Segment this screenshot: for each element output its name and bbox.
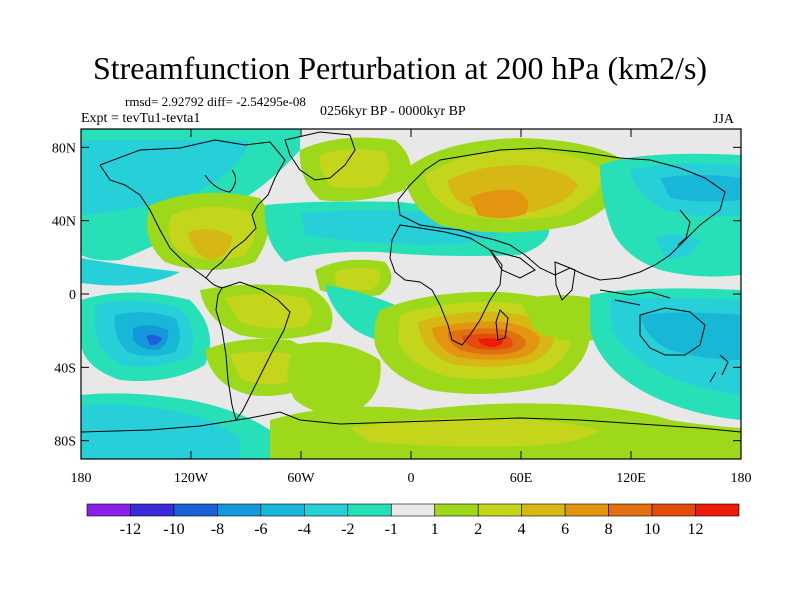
- coast-south-america: [215, 281, 291, 422]
- coast-india: [554, 261, 576, 301]
- colorbar-swatch: [304, 503, 349, 517]
- contour-japan-blob: [655, 234, 700, 259]
- contour-indoc-pos: [520, 295, 607, 342]
- contour-namerica-pos-3: [188, 229, 232, 260]
- coast-north-america: [99, 139, 286, 289]
- colorbar-label: 12: [688, 521, 704, 538]
- coast-africa: [389, 224, 503, 346]
- lon-tick-label: 60E: [510, 471, 533, 486]
- contour-trop-pos-2: [335, 267, 381, 291]
- coast-australia: [639, 307, 706, 356]
- coast-japan: [677, 209, 691, 246]
- contour-socean-neg-west-2: [81, 404, 240, 459]
- contour-spac-neg-5: [146, 334, 162, 345]
- stats-text: rmsd= 2.92792 diff= -2.54295e-08: [125, 94, 306, 109]
- contour-nw-strip: [81, 258, 180, 286]
- experiment-label: Expt = tevTu1-tevta1: [81, 111, 201, 126]
- contour-satl-pos: [287, 342, 381, 415]
- contour-eurasia-pos-4: [470, 189, 529, 219]
- contour-field: [81, 129, 741, 459]
- coast-greenland: [284, 131, 356, 181]
- contour-socean-pos-2: [350, 417, 600, 447]
- lon-tick-label: 120W: [174, 471, 209, 486]
- colorbar-swatch: [390, 503, 436, 517]
- chart-title: Streamfunction Perturbation at 200 hPa (…: [92, 50, 708, 86]
- colorbar-swatch: [564, 503, 609, 517]
- colorbar-label: -1: [385, 521, 398, 538]
- colorbar-swatch: [217, 503, 262, 517]
- coast-madagascar: [495, 309, 509, 341]
- lon-tick-label: 0: [408, 471, 415, 486]
- colorbar-swatch: [608, 503, 653, 517]
- colorbar-label: 4: [518, 521, 526, 538]
- contour-safr-pos-7: [478, 338, 503, 347]
- colorbar-label: -2: [341, 521, 354, 538]
- contour-npac-west-inner: [81, 140, 250, 215]
- contour-epac-pos-2: [225, 294, 312, 329]
- latitude-axis: 80N 40N 0 40S 80S: [52, 141, 741, 450]
- colorbar-swatch: [695, 503, 740, 517]
- colorbar-label: 8: [605, 521, 613, 538]
- colorbar-label: 10: [644, 521, 660, 538]
- lat-tick-label: 0: [69, 288, 76, 303]
- coast-europe-asia: [397, 147, 726, 281]
- contour-socean-east: [670, 420, 741, 459]
- colorbar-label: -6: [254, 521, 267, 538]
- lon-tick-label: 120E: [616, 471, 646, 486]
- colorbar-swatch: [434, 503, 479, 517]
- season-label: JJA: [713, 112, 735, 127]
- colorbar-label: 2: [474, 521, 482, 538]
- colorbar-swatch: [651, 503, 696, 517]
- colorbar-swatch: [260, 503, 305, 517]
- lat-tick-label: 40N: [52, 215, 76, 230]
- colorbar-label: 1: [431, 521, 439, 538]
- colorbar-label: -4: [298, 521, 311, 538]
- lat-tick-label: 40S: [54, 361, 76, 376]
- lon-tick-label: 60W: [287, 471, 315, 486]
- longitude-axis: 180 120W 60W 0 60E 120E 180: [71, 129, 752, 486]
- colorbar-swatch: [130, 503, 175, 517]
- colorbar-swatch: [86, 503, 131, 517]
- colorbar-label: 6: [561, 521, 569, 538]
- period-label: 0256kyr BP - 0000kyr BP: [320, 104, 466, 119]
- coast-antarctica: [81, 411, 741, 433]
- contour-greenland-pos-2: [319, 149, 389, 189]
- colorbar-swatch: [477, 503, 522, 517]
- colorbar-label: -8: [211, 521, 224, 538]
- coast-hudson-bay: [204, 169, 236, 193]
- coast-arabia: [488, 249, 536, 279]
- colorbar-label: -12: [120, 521, 141, 538]
- colorbar-swatch: [173, 503, 218, 517]
- lon-tick-label: 180: [71, 471, 92, 486]
- contour-aus-neg-3: [640, 312, 741, 360]
- lat-tick-label: 80N: [52, 141, 76, 156]
- lat-tick-label: 80S: [54, 435, 76, 450]
- colorbar: -12 -10 -8 -6 -4 -2 -1 1 2 4 6 8 10 12: [86, 503, 740, 538]
- colorbar-swatch: [347, 503, 392, 517]
- lon-tick-label: 180: [731, 471, 752, 486]
- coast-indonesia: [599, 289, 671, 306]
- coastlines: [81, 131, 741, 433]
- colorbar-label: -10: [163, 521, 184, 538]
- contour-jp-neg-3: [660, 175, 741, 202]
- coast-new-zealand: [709, 354, 729, 383]
- colorbar-swatch: [521, 503, 566, 517]
